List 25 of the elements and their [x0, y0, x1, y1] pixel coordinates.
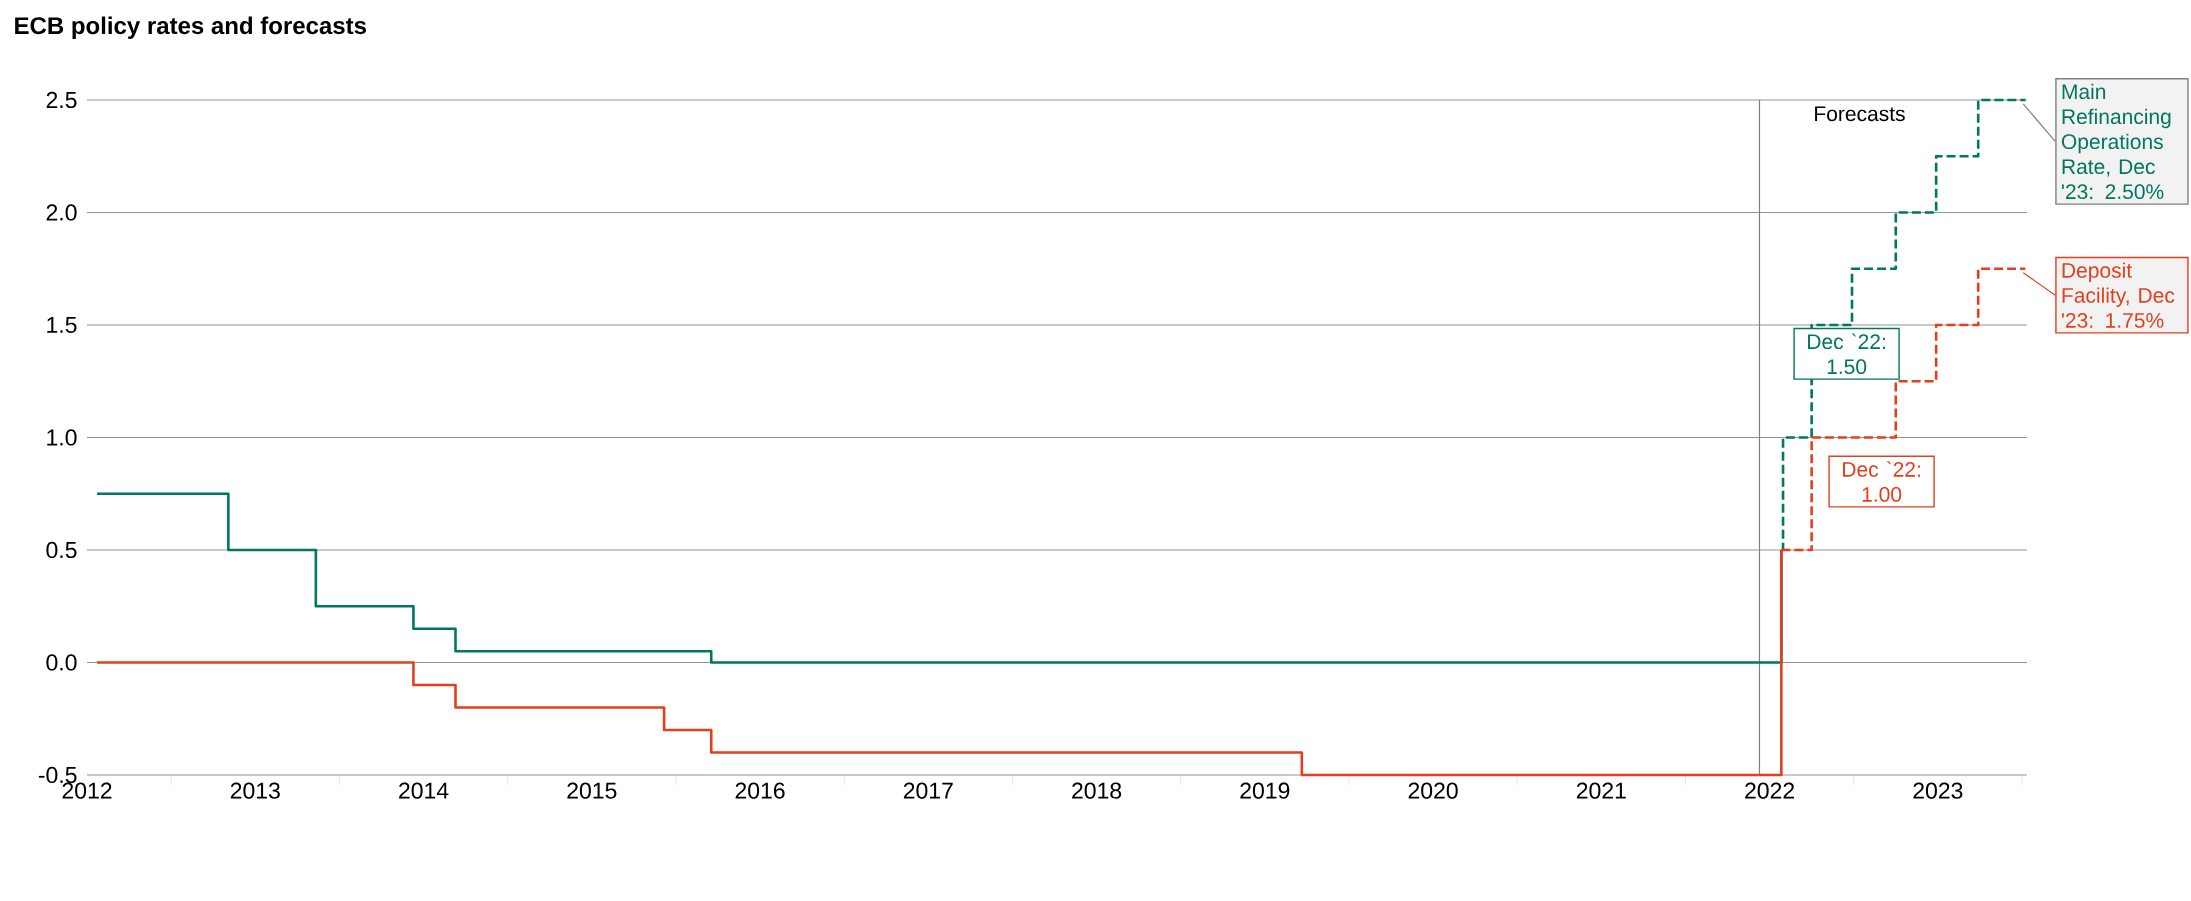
y-tick-label: 1.5	[47, 316, 77, 333]
y-tick-label: 1.0	[47, 429, 77, 446]
x-tick-label: 2014	[399, 782, 449, 799]
x-tick-label: 2013	[230, 782, 280, 799]
y-tick-label: -0.5	[38, 766, 77, 784]
annotation: Main Refinancing Operations Rate, Dec '23: 2.50%	[2061, 83, 2171, 200]
x-tick-label: 2016	[735, 782, 785, 799]
x-tick-label: 2023	[1913, 782, 1963, 799]
y-tick-label: 0.0	[46, 654, 77, 671]
y-tick-label: 2.0	[46, 204, 77, 221]
x-tick-label: 2019	[1240, 782, 1290, 799]
ref-line-label: Forecasts	[1815, 106, 1905, 122]
x-tick-label: 2017	[903, 782, 953, 799]
x-tick-label: 2020	[1408, 782, 1458, 799]
x-tick-label: 2015	[567, 782, 617, 799]
x-tick-label: 2018	[1072, 782, 1122, 799]
y-tick-label: 0.5	[46, 541, 77, 559]
y-tick-label: 2.5	[46, 91, 77, 109]
x-tick-label: 2022	[1745, 782, 1794, 799]
x-tick-label: 2012	[62, 782, 112, 799]
x-tick-label: 2021	[1576, 782, 1626, 799]
annotation: Dec `22: 1.50	[1808, 333, 1885, 375]
annotation: Deposit Facility, Dec '23: 1.75%	[2062, 262, 2175, 328]
chart-title: ECB policy rates and forecasts	[15, 16, 366, 39]
annotation: Dec `22: 1.00	[1843, 461, 1920, 502]
